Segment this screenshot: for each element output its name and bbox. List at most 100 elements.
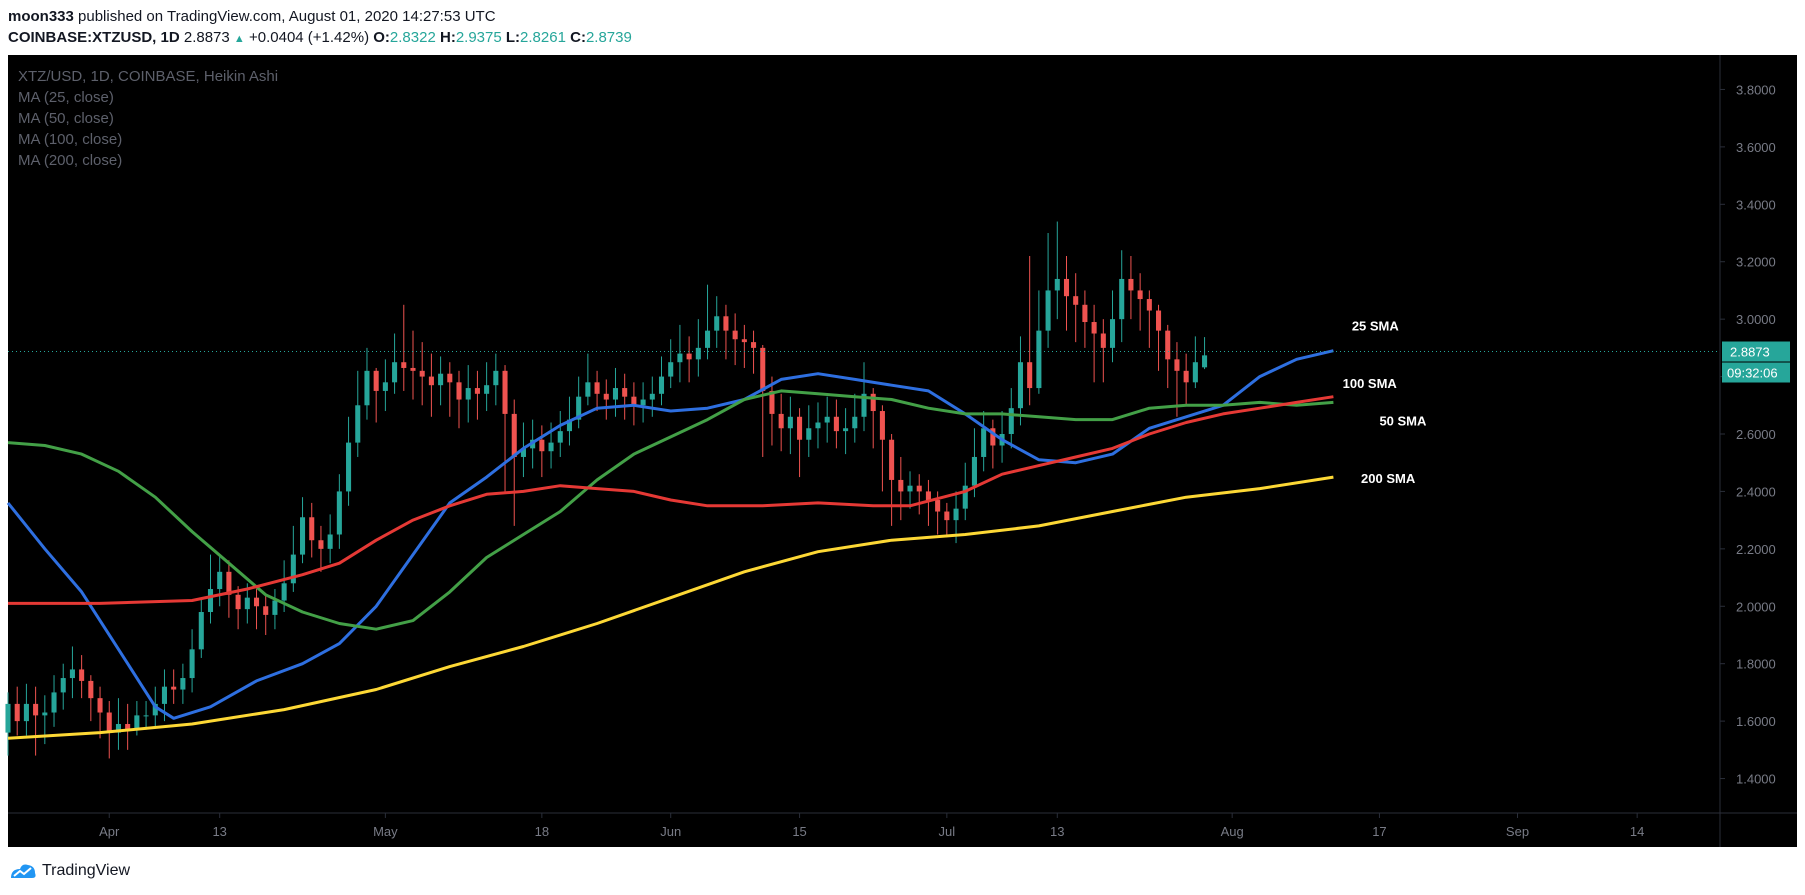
candle-body[interactable] — [953, 508, 959, 521]
candle-body[interactable] — [1183, 370, 1189, 383]
candle-body[interactable] — [465, 388, 471, 400]
candle-body[interactable] — [401, 362, 407, 368]
candle-body[interactable] — [576, 396, 582, 420]
candle-body[interactable] — [1091, 322, 1097, 334]
candle-body[interactable] — [686, 353, 692, 360]
candle-body[interactable] — [695, 347, 701, 360]
candle-body[interactable] — [235, 594, 241, 610]
candle-body[interactable] — [797, 416, 803, 440]
candle-body[interactable] — [152, 703, 158, 716]
candle-body[interactable] — [88, 680, 94, 699]
legend-ma25[interactable]: MA (25, close) — [18, 89, 114, 106]
author-name[interactable]: moon333 — [8, 8, 74, 25]
candle-body[interactable] — [704, 330, 711, 348]
candle-body[interactable] — [769, 390, 775, 414]
candle-body[interactable] — [1156, 310, 1162, 331]
candle-body[interactable] — [723, 316, 729, 331]
candle-body[interactable] — [981, 428, 987, 457]
candle-body[interactable] — [263, 606, 269, 615]
candle-body[interactable] — [14, 703, 20, 722]
candle-body[interactable] — [751, 342, 757, 348]
candle-body[interactable] — [889, 439, 895, 480]
candle-body[interactable] — [226, 571, 232, 595]
candle-body[interactable] — [1017, 362, 1024, 409]
candle-body[interactable] — [69, 669, 75, 679]
candle-body[interactable] — [1036, 330, 1042, 389]
legend-ma100[interactable]: MA (100, close) — [18, 131, 123, 148]
candle-body[interactable] — [741, 339, 747, 343]
candle-body[interactable] — [5, 703, 11, 733]
candle-body[interactable] — [438, 373, 444, 386]
candle-body[interactable] — [253, 597, 260, 607]
candle-body[interactable] — [815, 422, 821, 429]
candle-body[interactable] — [990, 428, 996, 446]
candle-body[interactable] — [1128, 278, 1134, 291]
candle-body[interactable] — [42, 712, 48, 716]
candle-body[interactable] — [1054, 278, 1060, 291]
candle-body[interactable] — [1045, 290, 1051, 331]
candle-body[interactable] — [806, 428, 812, 440]
candle-body[interactable] — [1146, 299, 1152, 311]
candle-body[interactable] — [171, 686, 177, 690]
candle-body[interactable] — [640, 399, 646, 406]
footer-branding[interactable]: TradingView — [8, 860, 130, 882]
candle-body[interactable] — [79, 669, 85, 681]
candle-body[interactable] — [392, 362, 398, 383]
candle-body[interactable] — [649, 393, 655, 400]
time-axis[interactable] — [8, 813, 1797, 847]
candle-body[interactable] — [346, 442, 352, 492]
candle-body[interactable] — [585, 382, 591, 397]
candle-body[interactable] — [907, 485, 913, 492]
candle-body[interactable] — [106, 712, 112, 733]
candle-body[interactable] — [677, 353, 683, 363]
candle-body[interactable] — [898, 479, 904, 492]
candle-body[interactable] — [189, 649, 195, 679]
candle-body[interactable] — [1073, 296, 1079, 305]
candle-body[interactable] — [309, 517, 315, 541]
candle-body[interactable] — [125, 723, 131, 730]
candle-body[interactable] — [97, 698, 103, 713]
candle-body[interactable] — [33, 703, 39, 716]
candle-body[interactable] — [1202, 355, 1208, 368]
candle-body[interactable] — [1119, 278, 1125, 320]
candle-body[interactable] — [447, 373, 453, 383]
candle-body[interactable] — [631, 396, 637, 406]
candle-body[interactable] — [198, 612, 204, 650]
candle-body[interactable] — [714, 316, 720, 331]
candle-body[interactable] — [566, 419, 572, 432]
candle-body[interactable] — [658, 376, 665, 394]
candle-body[interactable] — [272, 600, 278, 615]
candle-body[interactable] — [1027, 362, 1033, 389]
sma-line-200[interactable] — [7, 475, 1334, 740]
candle-body[interactable] — [668, 362, 674, 377]
candle-body[interactable] — [760, 347, 766, 391]
candle-body[interactable] — [833, 416, 839, 432]
sma-line-100[interactable] — [8, 395, 1334, 605]
candle-body[interactable] — [539, 439, 545, 452]
candle-body[interactable] — [925, 491, 931, 501]
candle-body[interactable] — [382, 382, 388, 391]
candle-body[interactable] — [217, 571, 223, 590]
candle-body[interactable] — [373, 370, 379, 391]
candle-body[interactable] — [51, 692, 57, 713]
candle-body[interactable] — [1109, 319, 1116, 348]
candle-body[interactable] — [861, 393, 867, 417]
candle-body[interactable] — [879, 411, 885, 440]
plot-area[interactable] — [8, 55, 1720, 813]
candle-body[interactable] — [594, 382, 600, 394]
candle-body[interactable] — [134, 715, 140, 730]
candle-body[interactable] — [1137, 290, 1143, 300]
candle-body[interactable] — [364, 370, 370, 406]
candle-body[interactable] — [511, 413, 517, 457]
sma-line-50[interactable] — [7, 389, 1334, 631]
candle-body[interactable] — [23, 703, 29, 722]
candle-body[interactable] — [520, 448, 526, 457]
candle-body[interactable] — [843, 428, 849, 432]
candle-body[interactable] — [962, 485, 968, 509]
candle-body[interactable] — [180, 678, 186, 690]
candle-body[interactable] — [336, 491, 342, 535]
candle-body[interactable] — [428, 376, 434, 386]
candle-body[interactable] — [944, 511, 950, 521]
candle-body[interactable] — [787, 416, 793, 429]
